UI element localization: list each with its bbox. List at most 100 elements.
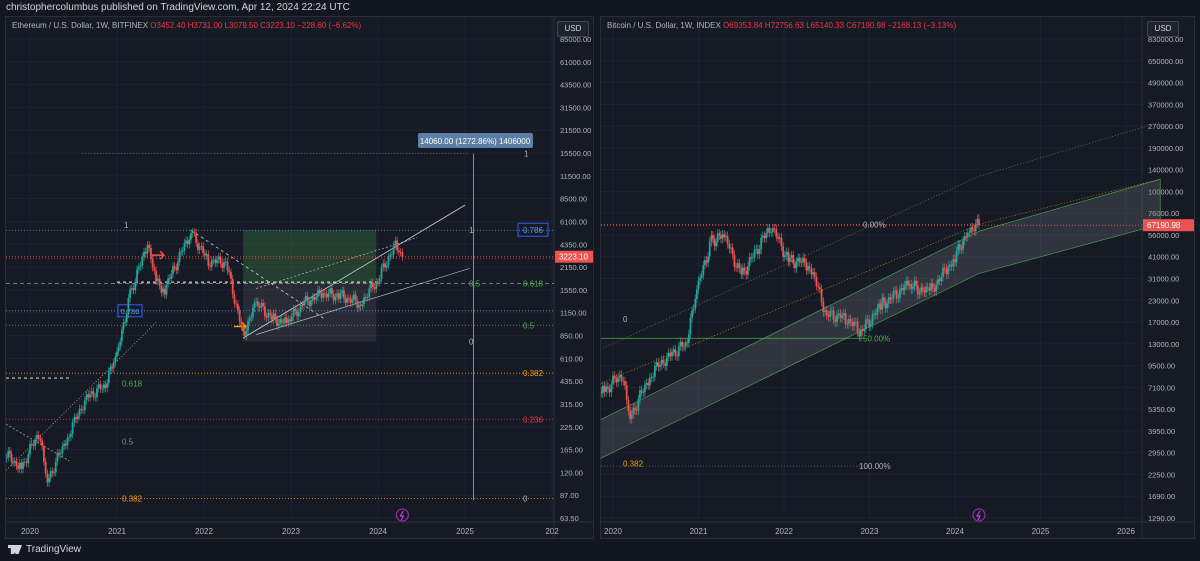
fib-badge-label: 0.786 [523,226,544,235]
candle-down [954,258,956,263]
fib-badge-box [117,304,143,318]
candle-up [783,255,786,257]
ethereum-chart[interactable]: 85000.00 61000.00 43500.00 31500.00 21500.00… [6,17,594,539]
candle-down [144,251,147,254]
candle-up [185,240,187,244]
ethereum-symbol[interactable]: Ethereum / U.S. Dollar, 1W, BITFINEX [12,21,149,30]
candle-down [712,235,714,239]
candle-down [296,310,298,317]
candle-up [697,280,700,290]
candle-down [148,244,151,248]
bitcoin-chart-pane[interactable]: 830000.00 650000.00 490000.00 370000.00 2700… [600,16,1195,539]
candle-up [167,278,170,285]
candle-up [216,259,218,264]
candle-up [601,385,604,394]
candle-up [73,417,76,423]
bitcoin-chart[interactable]: 830000.00 650000.00 490000.00 370000.00 2700… [601,17,1195,539]
fib-label: 0.5 [469,280,481,289]
candle-down [787,251,790,262]
candle-down [275,318,278,326]
candle-up [672,349,675,353]
y-tick-label: 31000.00 [1148,275,1179,284]
chart-background [6,17,593,538]
candle-up [886,303,889,309]
candle-up [351,299,354,303]
candle-down [25,461,28,464]
candle-down [907,280,909,286]
candle-up [871,314,874,325]
candle-up [97,384,100,389]
candle-down [851,322,854,327]
ethereum-chart-pane[interactable]: 85000.00 61000.00 43500.00 31500.00 21500.00… [5,16,594,539]
candle-up [83,400,86,411]
y-tick-label: 63.50 [560,514,579,523]
candle-down [615,378,618,383]
candle-up [253,302,256,308]
candle-down [237,304,239,311]
currency-button[interactable]: USD [557,21,589,37]
candle-up [327,293,330,298]
candle-up [361,303,364,307]
candle-up [643,384,646,393]
candle-down [810,268,813,275]
fib-label: 0.382 [122,495,143,504]
candle-down [933,287,936,292]
candle-up [54,461,57,473]
candle-down [676,355,679,357]
x-tick-label: 2023 [861,527,879,536]
x-tick-label: 2022 [775,527,793,536]
lightning-bolt [399,510,405,521]
candle-up [375,281,378,290]
x-tick-label: 2025 [1032,527,1050,536]
candle-down [44,461,47,474]
y-tick-label: 11500.00 [560,172,591,181]
candle-up [864,319,867,329]
candle-down [163,288,166,295]
tradingview-logo-icon [8,545,22,554]
candle-down [231,278,234,295]
candle-down [384,263,386,268]
candle-up [117,346,120,352]
candle-up [252,307,254,317]
candle-down [364,297,367,299]
candle-down [207,254,210,266]
candle-up [770,232,773,233]
current-price-badge [1143,219,1194,232]
candle-up [18,462,21,469]
candle-down [883,297,885,302]
candle-down [274,313,277,319]
candle-down [92,391,95,397]
candle-up [716,233,719,242]
candle-up [761,235,764,238]
candle-down [39,438,42,441]
candle-up [217,256,220,260]
bitcoin-symbol[interactable]: Bitcoin / U.S. Dollar, 1W, INDEX [607,21,721,30]
candle-up [137,266,140,270]
x-tick-label: 2020 [604,527,622,536]
candle-down [624,381,626,386]
candle-down [669,352,672,357]
candle-down [745,271,748,275]
candle-up [71,422,74,435]
y-tick-label: 120.00 [560,468,583,477]
currency-button[interactable]: USD [1147,21,1179,37]
candle-up [245,330,248,336]
candle-up [617,377,620,383]
candle-down [635,409,638,411]
candle-down [160,285,163,293]
candle-up [957,244,960,251]
tradingview-logo[interactable]: TradingView [8,544,81,555]
candle-down [58,452,61,455]
candle-down [242,326,245,332]
current-price-label: 3223.10 [559,253,588,262]
candle-down [235,303,238,305]
candle-up [836,314,838,323]
candle-down [356,300,359,308]
candle-down [168,278,171,280]
candle-up [842,313,845,316]
candle-up [78,408,81,416]
candle-up [378,278,381,283]
candle-down [349,298,352,303]
candle-down [856,321,859,333]
candle-up [366,297,369,299]
